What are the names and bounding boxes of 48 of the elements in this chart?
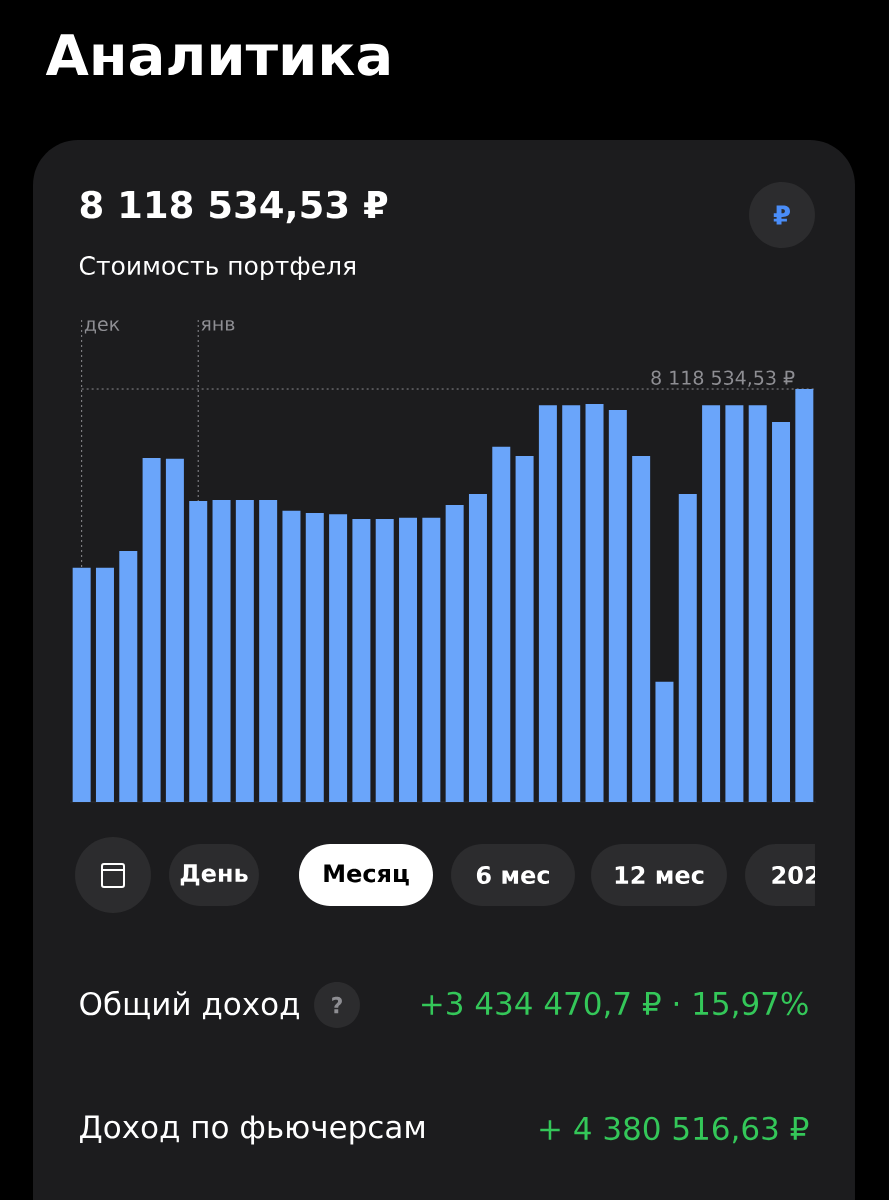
chart-title: 8 118 534,53 ₽ xyxy=(80,190,388,224)
bar xyxy=(772,422,791,802)
bar xyxy=(608,410,627,802)
bar xyxy=(189,500,208,802)
bar xyxy=(165,458,184,802)
text: Месяц xyxy=(324,864,409,886)
bar xyxy=(212,500,231,802)
bar xyxy=(585,403,604,802)
bar xyxy=(445,505,464,802)
text: 6 мес xyxy=(476,865,549,885)
bar xyxy=(375,519,394,802)
bar xyxy=(795,389,814,802)
bar xyxy=(399,517,418,802)
bar xyxy=(678,493,697,802)
bar xyxy=(329,514,348,802)
text: 12 мес xyxy=(615,865,704,885)
bar xyxy=(282,510,301,802)
text: ₽ xyxy=(773,205,790,225)
bar xyxy=(538,405,557,802)
bar xyxy=(562,405,581,802)
bar xyxy=(725,405,744,802)
text: дек xyxy=(84,320,120,334)
bar xyxy=(632,455,651,802)
bar xyxy=(422,517,441,802)
text: Аналитика xyxy=(45,34,389,76)
text: +3 434 470,7 ₽ · 15,97% xyxy=(422,991,808,1019)
bar xyxy=(655,681,674,802)
text: + 4 380 516,63 ₽ xyxy=(540,1116,809,1144)
bar xyxy=(748,405,767,802)
text: янв xyxy=(201,320,235,331)
text: 8 118 534,53 ₽ xyxy=(651,370,795,387)
bar xyxy=(492,446,511,802)
bar xyxy=(515,455,534,802)
bar xyxy=(119,550,138,802)
chart-subtitle: Стоимость портфеля xyxy=(79,256,355,280)
bar xyxy=(468,493,487,802)
bar xyxy=(235,500,254,802)
text: Общий доход xyxy=(80,990,299,1020)
bar xyxy=(305,512,324,802)
text: ? xyxy=(332,996,342,1014)
bar xyxy=(352,519,371,802)
text: Доход по фьючерсам xyxy=(80,1115,424,1145)
bar xyxy=(142,457,161,802)
bar xyxy=(702,405,721,802)
text: День xyxy=(180,864,248,886)
bar xyxy=(95,567,114,802)
bar xyxy=(259,500,278,802)
bar xyxy=(72,567,91,802)
